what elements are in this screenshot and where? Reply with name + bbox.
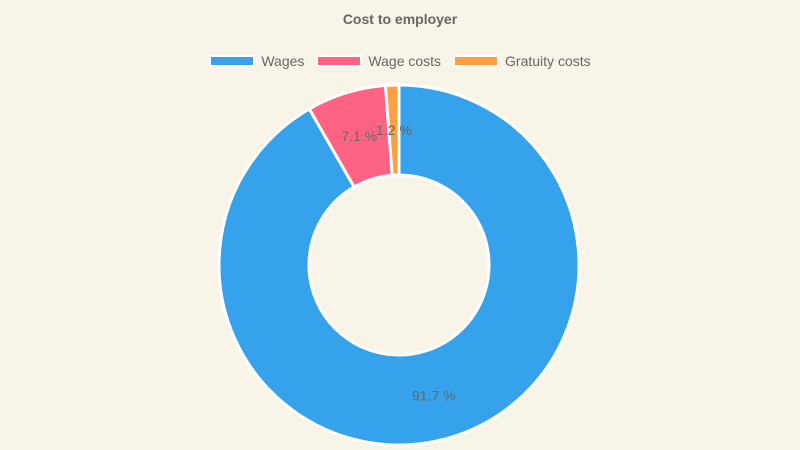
- chart-title: Cost to employer: [342, 11, 458, 27]
- legend-swatch-wages: [209, 55, 256, 67]
- slice-wages[interactable]: [217, 83, 581, 447]
- legend-label: Wages: [261, 53, 305, 69]
- legend: Wages Wage costs Gratuity costs: [0, 53, 800, 69]
- slice-label-gratuity-costs: 1.2 %: [376, 122, 412, 138]
- slice-gratuity-costs[interactable]: [383, 83, 401, 177]
- legend-item-gratuity-costs[interactable]: Gratuity costs: [453, 53, 591, 69]
- slice-label-wage-costs: 7.1 %: [341, 128, 377, 144]
- legend-item-wage-costs[interactable]: Wage costs: [316, 53, 441, 69]
- slice-label-wages: 91.7 %: [412, 387, 456, 403]
- legend-swatch-gratuity-costs: [453, 55, 500, 67]
- legend-swatch-wage-costs: [316, 55, 363, 67]
- legend-label: Wage costs: [368, 53, 442, 69]
- legend-label: Gratuity costs: [505, 53, 591, 69]
- legend-item-wages[interactable]: Wages: [209, 53, 304, 69]
